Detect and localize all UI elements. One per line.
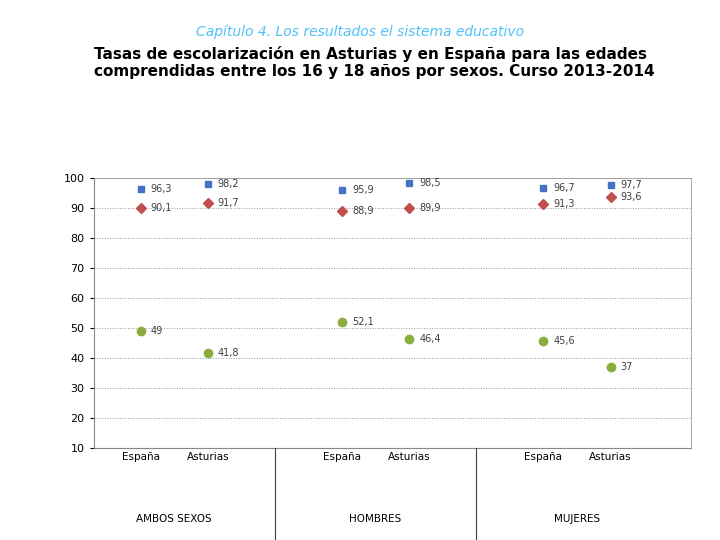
Text: 91,3: 91,3 (554, 199, 575, 210)
Text: 46,4: 46,4 (419, 334, 441, 344)
Text: 96,3: 96,3 (150, 184, 172, 194)
Text: 97,7: 97,7 (621, 180, 642, 190)
Text: 89,9: 89,9 (419, 204, 441, 213)
Text: 45,6: 45,6 (554, 336, 575, 346)
Text: 95,9: 95,9 (352, 186, 374, 195)
Text: 96,7: 96,7 (554, 183, 575, 193)
Text: Tasas de escolarización en Asturias y en España para las edades
comprendidas ent: Tasas de escolarización en Asturias y en… (94, 46, 654, 79)
Text: 98,5: 98,5 (419, 178, 441, 188)
Text: 37: 37 (621, 362, 633, 372)
Text: Capítulo 4. Los resultados el sistema educativo: Capítulo 4. Los resultados el sistema ed… (196, 24, 524, 39)
Text: AMBOS SEXOS: AMBOS SEXOS (136, 514, 212, 524)
Text: 41,8: 41,8 (218, 348, 239, 358)
Text: 90,1: 90,1 (150, 203, 172, 213)
Text: 49: 49 (150, 326, 163, 336)
Text: 91,7: 91,7 (218, 198, 240, 208)
Text: 88,9: 88,9 (352, 206, 374, 217)
Text: HOMBRES: HOMBRES (349, 514, 402, 524)
Text: MUJERES: MUJERES (554, 514, 600, 524)
Text: 52,1: 52,1 (352, 317, 374, 327)
Text: 98,2: 98,2 (218, 179, 240, 188)
Text: 93,6: 93,6 (621, 192, 642, 202)
